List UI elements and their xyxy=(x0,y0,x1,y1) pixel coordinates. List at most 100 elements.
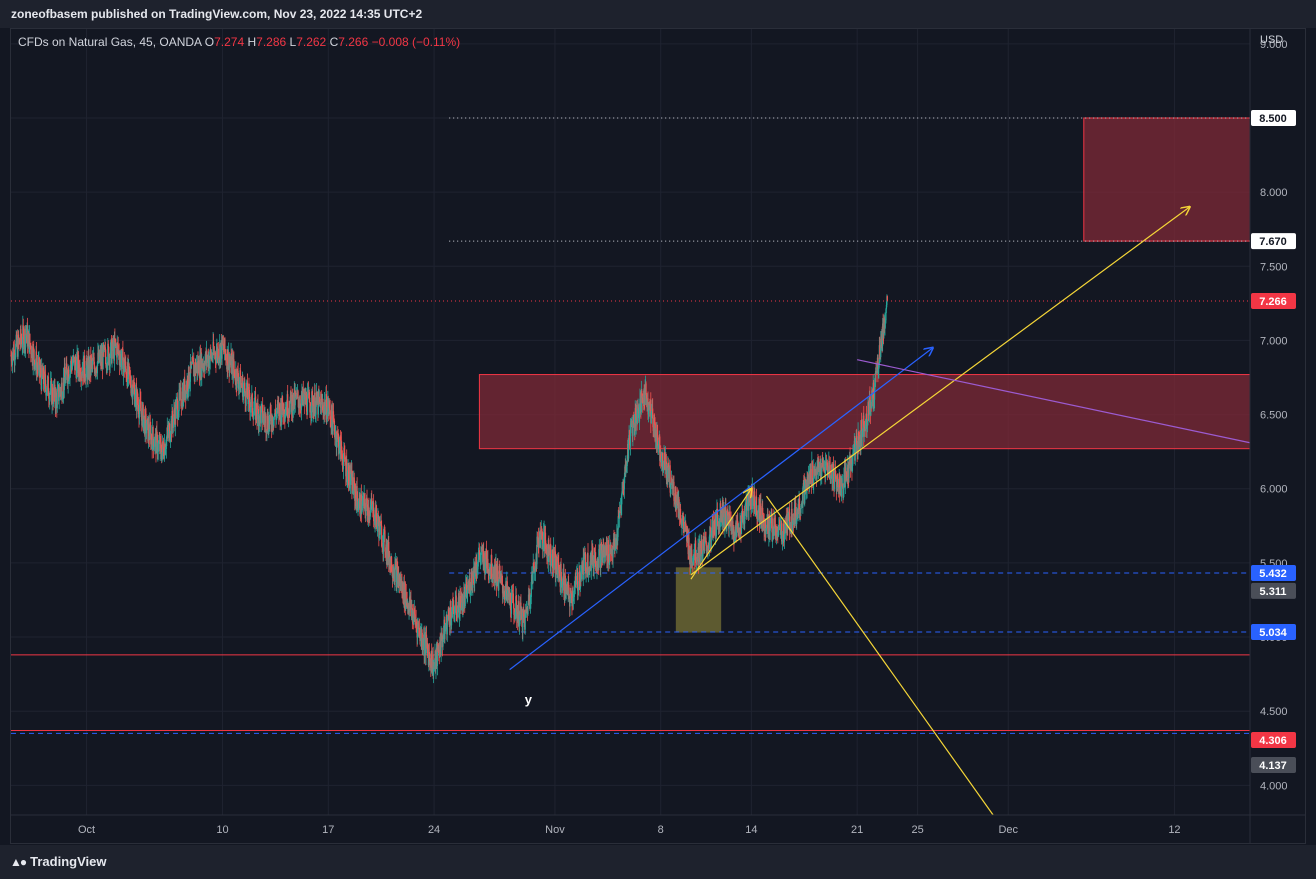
candle-body xyxy=(696,556,698,560)
candle-body xyxy=(622,485,624,492)
candle-body xyxy=(360,494,362,514)
candle-body xyxy=(455,595,457,614)
candle-body xyxy=(660,454,662,459)
candle-body xyxy=(75,358,77,365)
candle-body xyxy=(357,507,359,511)
candle-body xyxy=(435,653,437,669)
candle-body xyxy=(249,408,251,412)
candle-body xyxy=(118,350,120,360)
candle-body xyxy=(513,604,515,615)
candle-body xyxy=(659,436,661,461)
candle-body xyxy=(617,516,619,530)
candle-body xyxy=(46,390,48,392)
y-tick-label: 6.000 xyxy=(1260,484,1288,496)
candle-body xyxy=(29,333,31,345)
x-tick-label: Oct xyxy=(78,824,95,836)
candle-body xyxy=(795,502,797,516)
candle-body xyxy=(326,418,328,420)
candle-body xyxy=(734,529,736,541)
candle-body xyxy=(37,361,39,371)
price-axis-label-text: 4.306 xyxy=(1259,735,1287,747)
candle-body xyxy=(572,591,574,602)
candle-body xyxy=(85,368,87,381)
tradingview-logo[interactable]: ▲● TradingView xyxy=(10,854,106,869)
candle-body xyxy=(626,466,628,472)
candle-body xyxy=(369,516,371,517)
candle-body xyxy=(278,403,280,417)
candle-body xyxy=(647,410,650,415)
candle-body xyxy=(346,480,348,483)
candle-body xyxy=(364,498,366,510)
candle-body xyxy=(587,574,590,576)
price-axis-label xyxy=(1251,623,1296,640)
candle-body xyxy=(709,526,711,535)
candle-body xyxy=(650,400,652,424)
candle-body xyxy=(349,465,351,485)
x-tick-label: 14 xyxy=(745,824,757,836)
candle-body xyxy=(247,386,250,404)
chart-frame xyxy=(10,28,1306,844)
candle-body xyxy=(18,339,21,345)
candle-body xyxy=(431,667,433,672)
candle-body xyxy=(545,545,548,554)
candle-body xyxy=(414,609,416,615)
candle-body xyxy=(353,477,355,494)
candle-body xyxy=(796,517,798,525)
candle-body xyxy=(885,309,887,321)
candle-body xyxy=(693,557,695,559)
footer-bar xyxy=(0,845,1316,879)
candle-body xyxy=(384,551,387,556)
candle-body xyxy=(711,527,713,533)
candle-body xyxy=(368,506,370,519)
candle-body xyxy=(459,596,462,608)
trendline xyxy=(857,359,1251,444)
candle-body xyxy=(237,370,239,382)
candle-body xyxy=(287,416,289,418)
candle-body xyxy=(877,369,879,373)
candle-body xyxy=(735,522,737,536)
candle-body xyxy=(195,367,197,373)
candle-body xyxy=(777,528,779,537)
candle-body xyxy=(663,452,666,466)
candle-body xyxy=(737,520,739,526)
candle-body xyxy=(642,397,644,404)
candle-body xyxy=(184,378,186,398)
candle-body xyxy=(444,626,447,628)
candle-body xyxy=(300,399,302,411)
candle-body xyxy=(17,334,19,357)
candle-body xyxy=(426,643,429,650)
candle-body xyxy=(501,583,504,594)
candle-body xyxy=(211,355,213,359)
candle-body xyxy=(217,348,219,362)
candle-body xyxy=(688,537,690,560)
candle-body xyxy=(599,545,601,547)
candle-body xyxy=(117,345,119,352)
trendline xyxy=(690,207,1190,576)
candle-body xyxy=(120,360,123,368)
candle-body xyxy=(683,527,685,532)
candle-body xyxy=(536,536,538,565)
candle-body xyxy=(269,415,271,425)
candle-body xyxy=(859,436,861,439)
y-tick-label: 8.000 xyxy=(1260,187,1288,199)
candle-body xyxy=(742,516,744,525)
candle-body xyxy=(555,573,557,578)
candle-body xyxy=(255,403,258,416)
candle-body xyxy=(380,522,382,526)
candle-body xyxy=(885,304,888,310)
candle-body xyxy=(665,454,667,462)
candle-body xyxy=(863,426,865,437)
candle-body xyxy=(154,436,156,446)
candle-body xyxy=(708,536,710,549)
candle-body xyxy=(874,381,876,388)
candle-body xyxy=(702,539,704,552)
candle-body xyxy=(162,446,165,457)
candle-body xyxy=(134,401,136,406)
candle-body xyxy=(153,445,156,447)
candle-body xyxy=(239,370,242,393)
candle-body xyxy=(701,539,703,554)
candle-body xyxy=(816,468,818,479)
candle-body xyxy=(780,524,782,531)
candle-body xyxy=(329,402,331,410)
